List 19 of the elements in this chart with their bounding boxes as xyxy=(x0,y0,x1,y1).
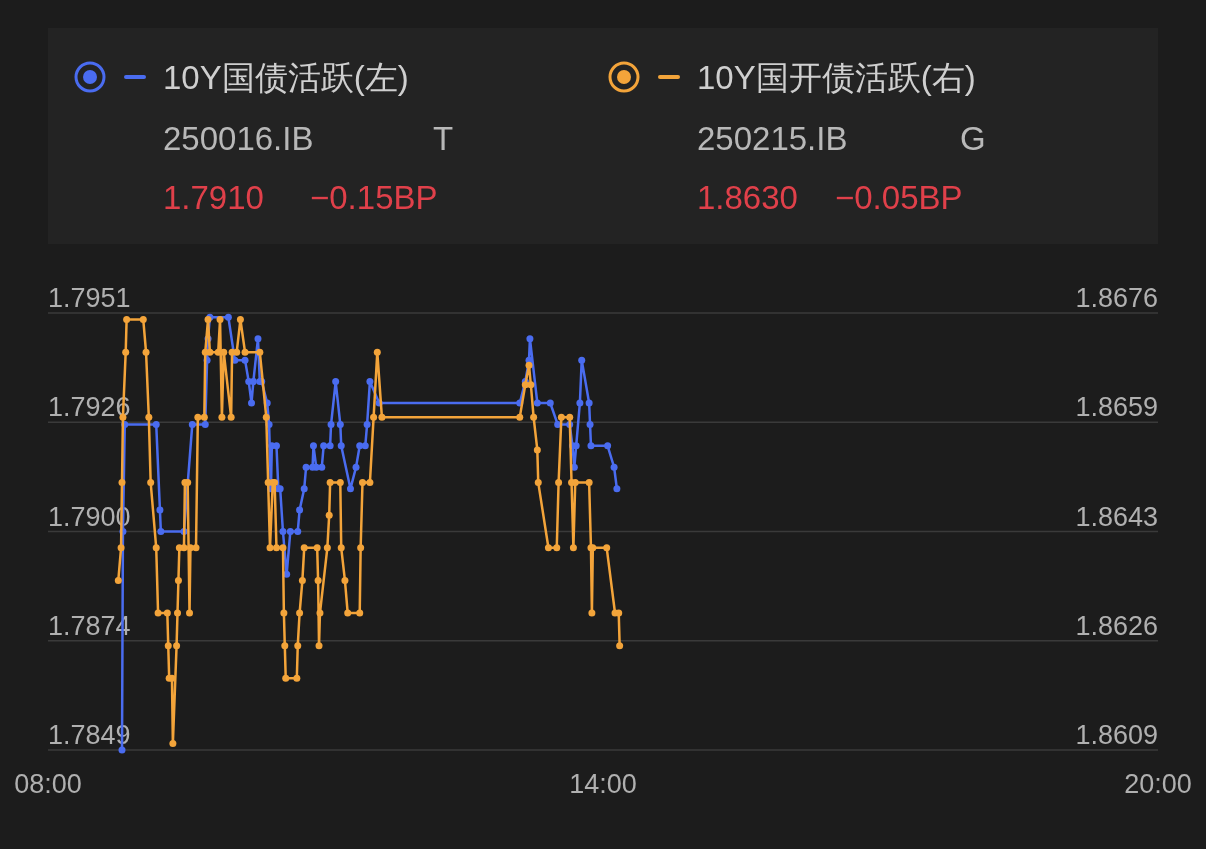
text: 1.7910 xyxy=(163,178,264,216)
y2-tick-label: 1.8626 xyxy=(1075,610,1158,641)
text: 250016.IB xyxy=(163,119,314,157)
y-tick-label: 1.7951 xyxy=(48,283,131,313)
text: −0.05BP xyxy=(835,178,963,216)
text: T xyxy=(433,119,454,157)
legend-label: 10Y国开债活跃(右) xyxy=(697,58,976,96)
text: G xyxy=(960,119,986,157)
y2-tick-label: 1.8659 xyxy=(1075,392,1158,423)
y2-tick-label: 1.8643 xyxy=(1075,501,1158,532)
x-tick-label: 20:00 xyxy=(1124,769,1192,799)
x-tick-label: 08:00 xyxy=(14,769,82,799)
text: −0.15BP xyxy=(310,178,438,216)
x-tick-label: 14:00 xyxy=(569,769,637,799)
y2-tick-label: 1.8609 xyxy=(1075,720,1158,750)
text: 1.8630 xyxy=(697,178,798,216)
legend-label: 10Y国债活跃(左) xyxy=(163,58,409,96)
text: 250215.IB xyxy=(697,119,848,157)
y2-tick-label: 1.8676 xyxy=(1075,283,1158,313)
